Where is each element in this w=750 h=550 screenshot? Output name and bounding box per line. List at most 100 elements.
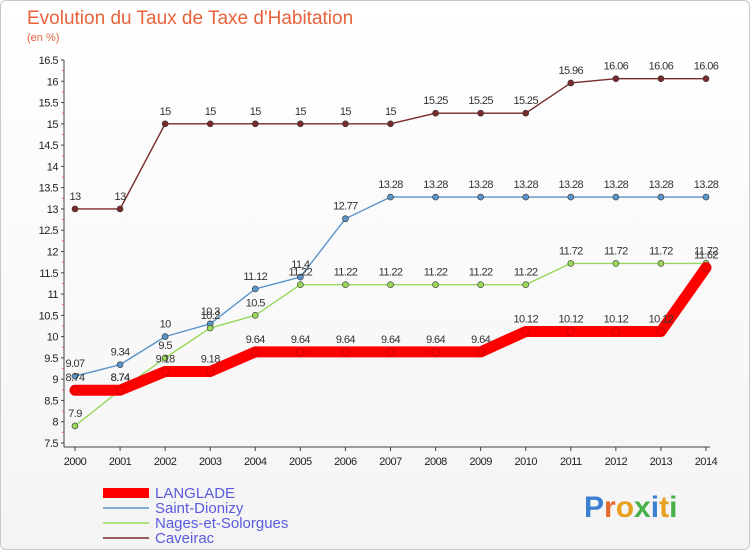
chart-subtitle: (en %)	[27, 32, 59, 44]
data-label-saint-dionizy: 12.77	[333, 201, 358, 213]
data-point-langlade	[476, 347, 485, 357]
data-point-caveirac	[702, 75, 710, 83]
data-label-saint-dionizy: 13.28	[513, 179, 538, 191]
data-label-caveirac: 16.06	[649, 61, 674, 73]
data-point-nages-et-solorgues	[387, 281, 394, 288]
data-label-langlade: 10.12	[513, 314, 538, 326]
data-point-saint-dionizy	[522, 193, 530, 201]
data-point-saint-dionizy	[432, 193, 439, 201]
data-point-langlade	[160, 367, 170, 376]
x-tick-label: 2011	[560, 456, 582, 468]
data-label-nages-et-solorgues: 11.22	[514, 267, 538, 279]
data-label-langlade: 8.74	[111, 372, 130, 384]
x-tick-label: 2000	[64, 456, 87, 468]
data-label-caveirac: 15	[385, 106, 397, 118]
data-point-saint-dionizy	[161, 333, 169, 340]
data-point-saint-dionizy	[657, 193, 665, 201]
data-label-saint-dionizy: 9.34	[111, 347, 130, 359]
data-label-saint-dionizy: 13.28	[468, 179, 493, 191]
data-label-nages-et-solorgues: 10.5	[246, 297, 265, 309]
data-label-nages-et-solorgues: 8.74	[111, 372, 130, 384]
data-point-caveirac	[522, 109, 530, 117]
y-tick-label: 9.5	[44, 353, 58, 365]
y-tick-label: 15	[47, 119, 59, 131]
data-label-langlade: 9.64	[291, 334, 310, 346]
data-label-nages-et-solorgues: 7.9	[68, 408, 82, 420]
data-point-caveirac	[251, 120, 259, 128]
data-point-saint-dionizy	[567, 193, 575, 201]
data-point-langlade	[341, 347, 350, 357]
data-label-langlade: 11.62	[694, 250, 718, 262]
data-point-langlade	[250, 347, 260, 357]
y-tick-label: 9	[52, 374, 58, 386]
data-label-saint-dionizy: 13.28	[423, 179, 448, 191]
data-point-nages-et-solorgues	[432, 281, 439, 288]
x-tick-label: 2002	[154, 456, 177, 468]
data-point-saint-dionizy	[387, 193, 394, 201]
y-tick-label: 11.5	[39, 268, 58, 280]
x-tick-label: 2012	[605, 456, 628, 468]
data-label-caveirac: 15.25	[513, 95, 538, 107]
data-label-caveirac: 15	[295, 106, 307, 118]
data-point-saint-dionizy	[251, 285, 259, 293]
data-point-langlade	[611, 327, 621, 336]
x-tick-label: 2009	[469, 456, 492, 468]
y-tick-label: 12	[47, 247, 59, 259]
data-point-nages-et-solorgues	[342, 281, 349, 288]
data-point-nages-et-solorgues	[161, 354, 169, 362]
data-label-caveirac: 15.96	[559, 65, 584, 77]
data-point-caveirac	[567, 79, 575, 87]
data-label-caveirac: 15.25	[468, 95, 493, 107]
data-point-langlade	[656, 327, 666, 336]
data-point-caveirac	[657, 75, 665, 83]
y-tick-label: 16	[47, 76, 59, 88]
x-tick-label: 2005	[289, 456, 312, 468]
data-label-langlade: 9.64	[426, 334, 445, 346]
data-label-caveirac: 15	[340, 106, 352, 118]
data-label-caveirac: 16.06	[604, 61, 629, 73]
data-point-saint-dionizy	[612, 193, 620, 201]
data-label-langlade: 10.12	[559, 314, 584, 326]
y-tick-label: 13.5	[39, 183, 59, 195]
data-label-caveirac: 15	[205, 106, 217, 118]
data-point-saint-dionizy	[297, 273, 304, 281]
data-label-caveirac: 13	[115, 191, 127, 203]
data-label-langlade: 10.12	[604, 314, 629, 326]
series-layer	[69, 75, 712, 430]
data-label-saint-dionizy: 10.3	[201, 306, 220, 318]
data-point-langlade	[566, 327, 576, 336]
data-point-nages-et-solorgues	[657, 260, 665, 267]
x-tick-label: 2014	[695, 456, 718, 468]
data-label-langlade: 9.18	[156, 354, 175, 366]
y-tick-label: 8	[52, 417, 58, 429]
data-point-nages-et-solorgues	[297, 281, 304, 288]
data-label-saint-dionizy: 11.12	[243, 271, 267, 283]
data-point-saint-dionizy	[702, 193, 710, 201]
data-point-nages-et-solorgues	[477, 281, 484, 288]
data-point-langlade	[296, 347, 305, 357]
data-point-caveirac	[206, 120, 214, 128]
x-tick-label: 2006	[334, 456, 357, 468]
data-label-saint-dionizy: 13.28	[604, 179, 629, 191]
data-label-saint-dionizy: 13.28	[694, 179, 719, 191]
x-tick-label: 2004	[244, 456, 267, 468]
data-label-langlade: 9.18	[201, 354, 220, 366]
data-point-caveirac	[477, 109, 484, 117]
data-point-caveirac	[342, 120, 349, 128]
y-tick-label: 8.5	[44, 395, 58, 407]
legend: LANGLADESaint-DionizyNages-et-SolorguesC…	[103, 485, 288, 547]
y-tick-label: 11	[48, 289, 59, 301]
data-point-langlade	[521, 327, 531, 336]
data-label-saint-dionizy: 13.28	[559, 179, 584, 191]
data-point-langlade	[205, 367, 215, 376]
data-point-saint-dionizy	[342, 215, 349, 223]
data-point-langlade	[431, 347, 440, 357]
data-label-saint-dionizy: 13.28	[649, 179, 674, 191]
data-label-nages-et-solorgues: 11.22	[379, 267, 403, 279]
data-label-nages-et-solorgues: 11.22	[288, 267, 312, 279]
data-label-nages-et-solorgues: 11.72	[559, 245, 583, 257]
y-tick-label: 14.5	[39, 140, 59, 152]
chart-title: Evolution du Taux de Taxe d'Habitation	[27, 8, 353, 29]
